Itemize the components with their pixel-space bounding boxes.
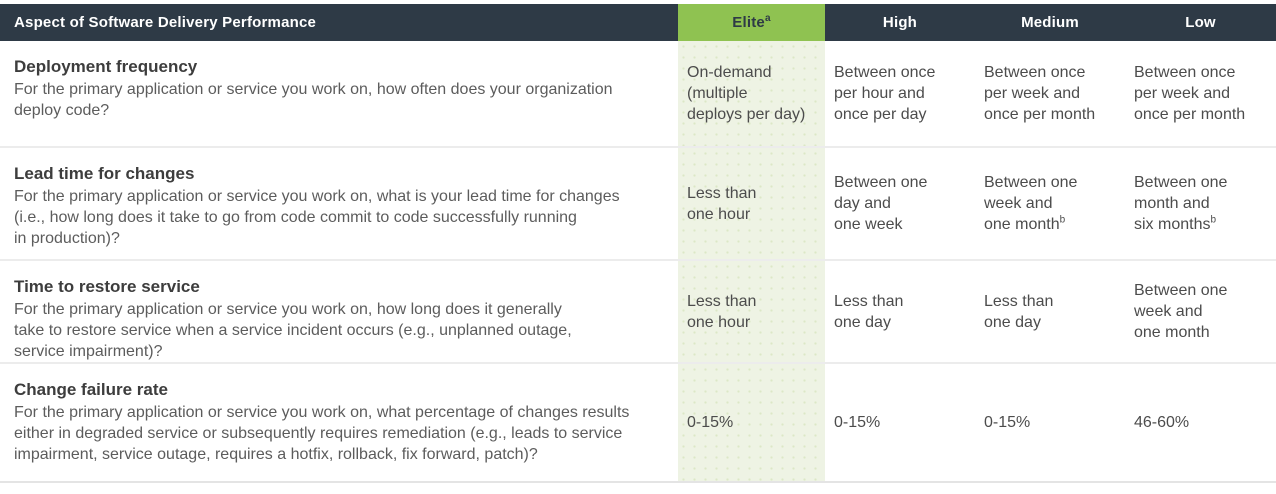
cell-value: 46-60% — [1134, 414, 1190, 431]
row-title: Time to restore service — [14, 277, 200, 296]
cell-low: Between once per week and once per month — [1125, 41, 1276, 147]
table-header-row: Aspect of Software Delivery Performance … — [0, 4, 1276, 41]
row-description: For the primary application or service y… — [14, 81, 613, 119]
table-row-deployment-frequency: Deployment frequency For the primary app… — [0, 41, 1276, 147]
header-medium: Medium — [975, 4, 1125, 41]
row-title: Lead time for changes — [14, 164, 195, 183]
row-title: Change failure rate — [14, 380, 168, 399]
cell-value: Between once per hour and once per day — [834, 64, 936, 123]
cell-high: Between one day and one week — [825, 146, 975, 260]
row-description: For the primary application or service y… — [14, 404, 630, 463]
header-high-label: High — [882, 14, 918, 31]
header-elite: Elitea — [678, 4, 825, 41]
cell-value: Less than one day — [984, 292, 1054, 331]
cell-value: Between once per week and once per month — [984, 64, 1096, 123]
cell-value: Between one week and one month — [1134, 282, 1228, 341]
table-row-change-failure-rate: Change failure rate For the primary appl… — [0, 362, 1276, 483]
cell-low: 46-60% — [1125, 362, 1276, 483]
row-description: For the primary application or service y… — [14, 301, 572, 360]
table-row-lead-time: Lead time for changes For the primary ap… — [0, 146, 1276, 260]
cell-low: Between one month and six monthsb — [1125, 146, 1276, 260]
cell-value: Less than one day — [834, 292, 904, 331]
performance-table: Aspect of Software Delivery Performance … — [0, 4, 1276, 483]
cell-high: Less than one day — [825, 259, 975, 363]
cell-medium: Between one week and one monthb — [975, 146, 1125, 260]
header-low-label: Low — [1185, 14, 1216, 31]
cell-value: 0-15% — [984, 414, 1031, 431]
header-medium-label: Medium — [1021, 14, 1079, 31]
footnote-marker-b: b — [1210, 214, 1217, 226]
cell-medium: Less than one day — [975, 259, 1125, 363]
header-elite-label: Elite — [732, 14, 765, 31]
cell-elite: Less than one hour — [678, 259, 825, 363]
row-description: For the primary application or service y… — [14, 188, 620, 247]
cell-value: Between one day and one week — [834, 174, 928, 233]
row-title: Deployment frequency — [14, 57, 198, 76]
cell-value: On-demand (multiple deploys per day) — [687, 64, 806, 123]
cell-medium: 0-15% — [975, 362, 1125, 483]
footnote-marker-a: a — [764, 13, 771, 24]
cell-value: Between one week and one month — [984, 174, 1078, 233]
cell-low: Between one week and one month — [1125, 259, 1276, 363]
cell-elite: 0-15% — [678, 362, 825, 483]
cell-value: 0-15% — [687, 414, 734, 431]
cell-medium: Between once per week and once per month — [975, 41, 1125, 147]
aspect-cell: Change failure rate For the primary appl… — [0, 362, 678, 483]
cell-high: 0-15% — [825, 362, 975, 483]
footnote-marker-b: b — [1059, 214, 1066, 226]
cell-value: Less than one hour — [687, 184, 757, 223]
header-low: Low — [1125, 4, 1276, 41]
header-aspect: Aspect of Software Delivery Performance — [0, 4, 678, 41]
aspect-cell: Time to restore service For the primary … — [0, 259, 678, 363]
table-row-time-to-restore: Time to restore service For the primary … — [0, 259, 1276, 363]
aspect-cell: Lead time for changes For the primary ap… — [0, 146, 678, 260]
cell-elite: Less than one hour — [678, 146, 825, 260]
header-aspect-label: Aspect of Software Delivery Performance — [14, 14, 317, 31]
header-high: High — [825, 4, 975, 41]
cell-high: Between once per hour and once per day — [825, 41, 975, 147]
cell-value: Less than one hour — [687, 292, 757, 331]
aspect-cell: Deployment frequency For the primary app… — [0, 41, 678, 147]
cell-value: 0-15% — [834, 414, 881, 431]
cell-elite: On-demand (multiple deploys per day) — [678, 41, 825, 147]
cell-value: Between one month and six months — [1134, 174, 1228, 233]
cell-value: Between once per week and once per month — [1134, 64, 1246, 123]
